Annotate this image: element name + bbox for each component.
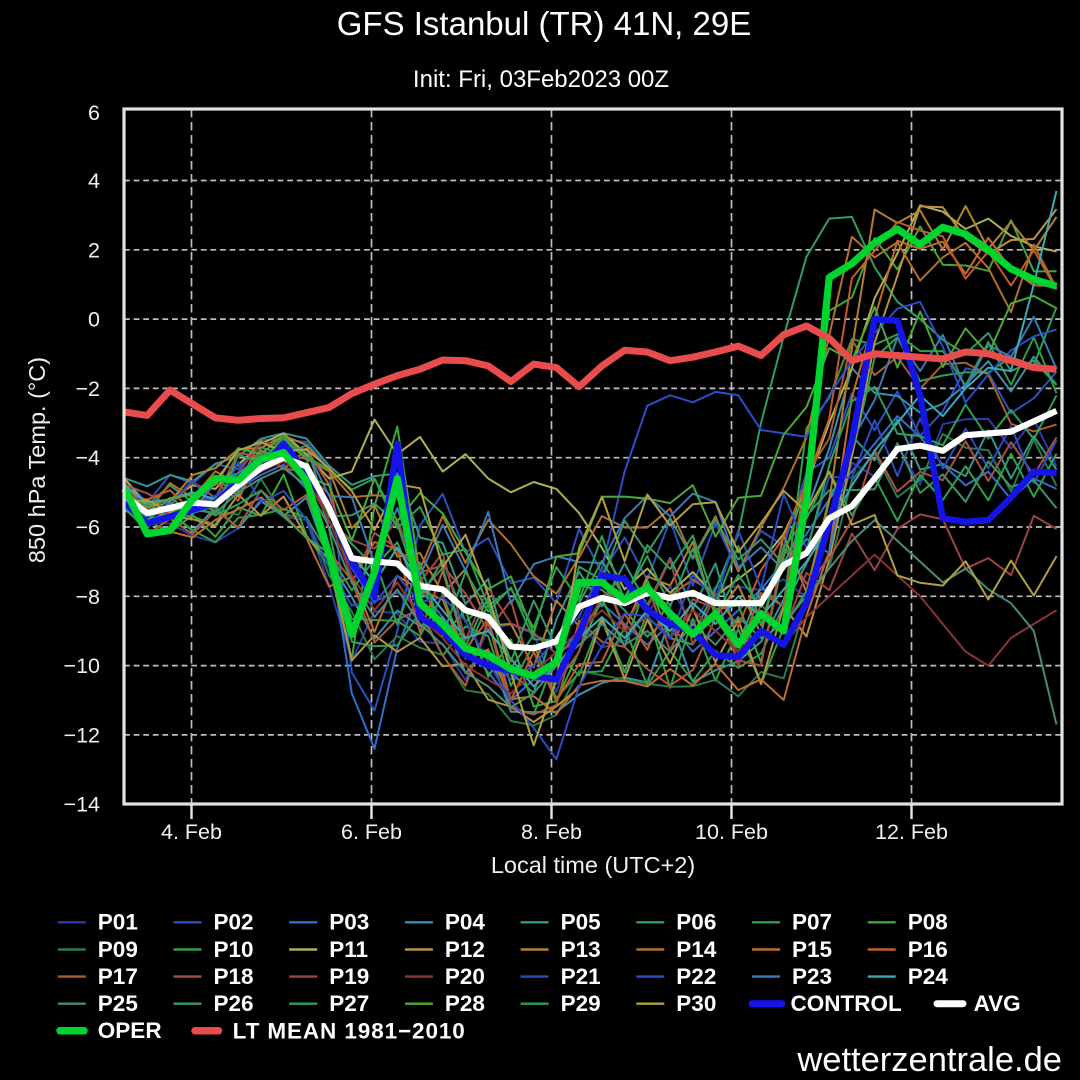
- svg-text:−8: −8: [75, 585, 100, 609]
- svg-text:0: 0: [88, 308, 100, 332]
- svg-text:6. Feb: 6. Feb: [341, 820, 402, 844]
- svg-text:P13: P13: [561, 937, 601, 962]
- svg-text:P19: P19: [329, 964, 369, 989]
- svg-text:P29: P29: [561, 991, 601, 1016]
- svg-text:2: 2: [88, 238, 100, 262]
- svg-text:P25: P25: [98, 991, 138, 1016]
- svg-text:P15: P15: [792, 937, 832, 962]
- svg-text:P26: P26: [214, 991, 254, 1016]
- svg-text:P11: P11: [329, 937, 368, 962]
- svg-text:AVG: AVG: [974, 991, 1021, 1016]
- svg-text:P28: P28: [445, 991, 485, 1016]
- svg-text:10. Feb: 10. Feb: [695, 820, 768, 844]
- svg-text:P24: P24: [908, 964, 949, 989]
- svg-text:P27: P27: [329, 991, 369, 1016]
- svg-text:CONTROL: CONTROL: [791, 991, 902, 1016]
- svg-text:P22: P22: [676, 964, 716, 989]
- svg-text:P08: P08: [908, 910, 948, 935]
- svg-text:P03: P03: [329, 910, 369, 935]
- svg-text:P10: P10: [214, 937, 254, 962]
- svg-text:P16: P16: [908, 937, 948, 962]
- svg-text:4. Feb: 4. Feb: [161, 820, 222, 844]
- svg-text:−14: −14: [64, 793, 101, 817]
- svg-text:P04: P04: [445, 910, 486, 935]
- svg-text:P01: P01: [98, 910, 138, 935]
- svg-text:P18: P18: [214, 964, 254, 989]
- svg-text:P05: P05: [561, 910, 601, 935]
- svg-text:P07: P07: [792, 910, 832, 935]
- svg-text:−6: −6: [75, 516, 100, 540]
- svg-text:12. Feb: 12. Feb: [875, 820, 948, 844]
- svg-text:850 hPa Temp. (°C): 850 hPa Temp. (°C): [24, 357, 50, 563]
- svg-text:P17: P17: [98, 964, 138, 989]
- svg-text:P09: P09: [98, 937, 138, 962]
- svg-text:4: 4: [88, 169, 100, 193]
- svg-text:P02: P02: [214, 910, 254, 935]
- svg-text:−10: −10: [64, 654, 101, 678]
- svg-text:P06: P06: [676, 910, 716, 935]
- svg-text:LT MEAN 1981−2010: LT MEAN 1981−2010: [233, 1018, 466, 1043]
- svg-text:P14: P14: [676, 937, 717, 962]
- svg-text:P21: P21: [561, 964, 601, 989]
- svg-text:P12: P12: [445, 937, 485, 962]
- svg-text:−4: −4: [75, 446, 100, 470]
- svg-text:8. Feb: 8. Feb: [521, 820, 582, 844]
- svg-text:P20: P20: [445, 964, 485, 989]
- svg-text:P23: P23: [792, 964, 832, 989]
- svg-text:6: 6: [88, 101, 100, 125]
- svg-text:−12: −12: [64, 723, 100, 747]
- svg-text:−2: −2: [75, 377, 100, 401]
- svg-text:Local time (UTC+2): Local time (UTC+2): [491, 852, 695, 878]
- svg-text:OPER: OPER: [98, 1018, 162, 1043]
- svg-text:P30: P30: [676, 991, 716, 1016]
